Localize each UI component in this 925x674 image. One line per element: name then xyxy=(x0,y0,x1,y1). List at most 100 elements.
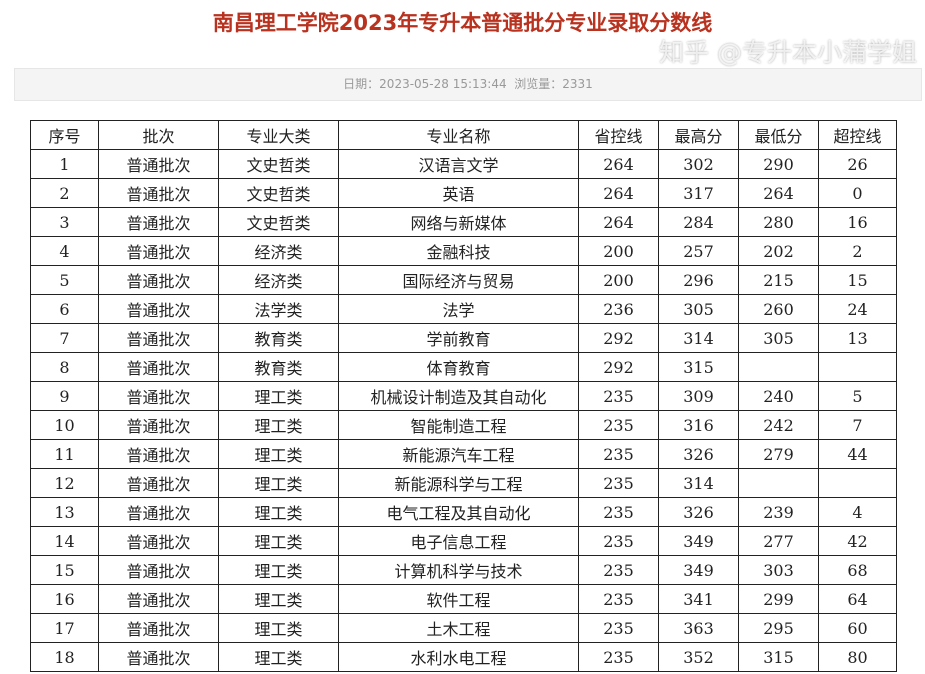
table-cell: 240 xyxy=(738,381,819,411)
table-cell: 309 xyxy=(658,381,739,411)
table-cell: 303 xyxy=(738,555,819,585)
table-cell: 349 xyxy=(658,526,739,556)
table-cell: 42 xyxy=(818,526,897,556)
table-cell: 235 xyxy=(578,439,659,469)
table-cell: 279 xyxy=(738,439,819,469)
table-cell: 普通批次 xyxy=(98,584,219,614)
table-cell: 教育类 xyxy=(218,323,339,353)
table-cell: 电子信息工程 xyxy=(338,526,579,556)
table-cell: 215 xyxy=(738,265,819,295)
column-header: 序号 xyxy=(30,120,99,150)
column-header: 最低分 xyxy=(738,120,819,150)
table-cell: 5 xyxy=(30,265,99,295)
table-cell: 302 xyxy=(658,149,739,179)
table-row: 18 普通批次 理工类 水利水电工程 235 352 315 80 xyxy=(30,642,897,672)
table-cell: 316 xyxy=(658,410,739,440)
table-cell: 9 xyxy=(30,381,99,411)
table-cell: 24 xyxy=(818,294,897,324)
table-row: 1 普通批次 文史哲类 汉语言文学 264 302 290 26 xyxy=(30,149,897,179)
table-cell: 英语 xyxy=(338,178,579,208)
date-value: 2023-05-28 15:13:44 xyxy=(379,77,507,91)
table-row: 13 普通批次 理工类 电气工程及其自动化 235 326 239 4 xyxy=(30,497,897,527)
table-cell: 235 xyxy=(578,526,659,556)
table-cell: 普通批次 xyxy=(98,236,219,266)
table-cell: 326 xyxy=(658,439,739,469)
table-cell: 文史哲类 xyxy=(218,149,339,179)
table-row: 12 普通批次 理工类 新能源科学与工程 235 314 xyxy=(30,468,897,498)
table-cell: 汉语言文学 xyxy=(338,149,579,179)
table-cell: 242 xyxy=(738,410,819,440)
table-cell: 349 xyxy=(658,555,739,585)
table-cell: 326 xyxy=(658,497,739,527)
table-cell: 26 xyxy=(818,149,897,179)
table-cell: 80 xyxy=(818,642,897,672)
table-cell: 12 xyxy=(30,468,99,498)
table-cell: 普通批次 xyxy=(98,381,219,411)
table-cell: 284 xyxy=(658,207,739,237)
table-cell: 文史哲类 xyxy=(218,178,339,208)
table-cell: 理工类 xyxy=(218,613,339,643)
table-cell: 11 xyxy=(30,439,99,469)
table-cell: 经济类 xyxy=(218,265,339,295)
table-cell: 5 xyxy=(818,381,897,411)
table-cell: 295 xyxy=(738,613,819,643)
table-cell: 法学 xyxy=(338,294,579,324)
table-cell: 264 xyxy=(578,178,659,208)
table-row: 6 普通批次 法学类 法学 236 305 260 24 xyxy=(30,294,897,324)
table-cell: 202 xyxy=(738,236,819,266)
table-cell: 235 xyxy=(578,642,659,672)
table-cell: 普通批次 xyxy=(98,555,219,585)
table-cell: 64 xyxy=(818,584,897,614)
column-header: 批次 xyxy=(98,120,219,150)
table-cell: 普通批次 xyxy=(98,149,219,179)
table-cell: 6 xyxy=(30,294,99,324)
table-cell: 金融科技 xyxy=(338,236,579,266)
table-row: 5 普通批次 经济类 国际经济与贸易 200 296 215 15 xyxy=(30,265,897,295)
views-value: 2331 xyxy=(562,77,593,91)
table-cell: 理工类 xyxy=(218,468,339,498)
table-cell: 277 xyxy=(738,526,819,556)
table-row: 7 普通批次 教育类 学前教育 292 314 305 13 xyxy=(30,323,897,353)
table-cell xyxy=(818,468,897,498)
page-title: 南昌理工学院2023年专升本普通批分专业录取分数线 xyxy=(212,11,713,35)
column-header: 省控线 xyxy=(578,120,659,150)
table-cell: 普通批次 xyxy=(98,613,219,643)
table-cell: 314 xyxy=(658,323,739,353)
table-row: 8 普通批次 教育类 体育教育 292 315 xyxy=(30,352,897,382)
table-cell: 68 xyxy=(818,555,897,585)
table-cell: 13 xyxy=(30,497,99,527)
table-cell: 新能源汽车工程 xyxy=(338,439,579,469)
table-row: 2 普通批次 文史哲类 英语 264 317 264 0 xyxy=(30,178,897,208)
table-cell: 16 xyxy=(818,207,897,237)
table-cell: 16 xyxy=(30,584,99,614)
table-cell: 7 xyxy=(30,323,99,353)
table-cell: 299 xyxy=(738,584,819,614)
table-cell: 314 xyxy=(658,468,739,498)
column-header: 超控线 xyxy=(818,120,897,150)
table-cell: 264 xyxy=(738,178,819,208)
table-cell: 理工类 xyxy=(218,497,339,527)
table-cell: 理工类 xyxy=(218,642,339,672)
table-cell: 2 xyxy=(818,236,897,266)
table-header: 序号 批次 专业大类 专业名称 省控线 最高分 最低分 超控线 xyxy=(30,120,897,150)
table-cell: 普通批次 xyxy=(98,352,219,382)
table-cell: 4 xyxy=(30,236,99,266)
table-cell: 学前教育 xyxy=(338,323,579,353)
table-cell: 普通批次 xyxy=(98,323,219,353)
table-cell: 10 xyxy=(30,410,99,440)
table-cell: 理工类 xyxy=(218,584,339,614)
table-cell: 236 xyxy=(578,294,659,324)
table-cell: 44 xyxy=(818,439,897,469)
table-cell: 3 xyxy=(30,207,99,237)
table-cell: 14 xyxy=(30,526,99,556)
table-cell: 2 xyxy=(30,178,99,208)
table-cell: 0 xyxy=(818,178,897,208)
table-row: 11 普通批次 理工类 新能源汽车工程 235 326 279 44 xyxy=(30,439,897,469)
table-cell: 315 xyxy=(658,352,739,382)
table-cell: 15 xyxy=(30,555,99,585)
table-cell: 普通批次 xyxy=(98,294,219,324)
table-cell: 315 xyxy=(738,642,819,672)
table-cell: 国际经济与贸易 xyxy=(338,265,579,295)
table-cell: 235 xyxy=(578,381,659,411)
table-cell: 普通批次 xyxy=(98,265,219,295)
